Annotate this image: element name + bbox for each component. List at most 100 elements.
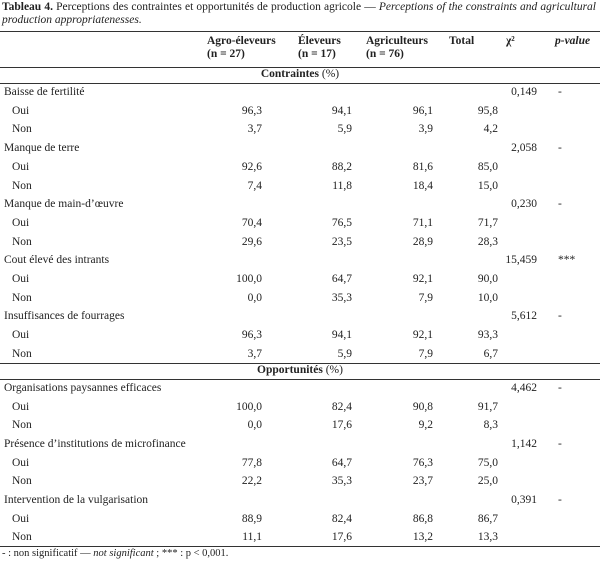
item-label: Intervention de la vulgarisation xyxy=(4,494,149,506)
cell: 76,3 xyxy=(412,456,433,469)
row-label: Oui xyxy=(12,160,30,173)
column-header: p-value xyxy=(555,35,591,47)
cell: 82,4 xyxy=(331,512,352,525)
footnote-part: ; *** : p < 0,001. xyxy=(156,548,229,560)
cell: 4,2 xyxy=(483,123,498,136)
cell: 17,6 xyxy=(331,419,352,432)
cell: 13,3 xyxy=(477,531,498,544)
cell: 28,3 xyxy=(477,235,498,248)
cell: 29,6 xyxy=(241,235,262,248)
p-value: - xyxy=(558,310,562,323)
cell: 3,9 xyxy=(418,123,433,136)
p-value: - xyxy=(558,142,562,155)
cell: 91,7 xyxy=(477,400,498,413)
p-value: - xyxy=(558,86,562,98)
cell: 23,5 xyxy=(331,235,352,248)
cell: 96,1 xyxy=(412,104,433,117)
rule xyxy=(0,31,600,32)
cell: 7,9 xyxy=(418,291,433,304)
cell: 13,2 xyxy=(412,531,433,544)
p-value: - xyxy=(558,198,562,211)
cell: 28,9 xyxy=(412,235,433,248)
cell: 8,3 xyxy=(483,419,498,432)
cell: 92,1 xyxy=(412,329,433,342)
section-name: Opportunités xyxy=(257,363,323,376)
row-label: Non xyxy=(12,531,32,544)
column-header: Total xyxy=(449,35,475,47)
p-value: - xyxy=(558,437,562,450)
section-title: Contraintes (%) xyxy=(0,67,600,81)
row-label: Non xyxy=(12,235,32,248)
footnote-part: - : non significatif — xyxy=(2,548,91,560)
cell: 94,1 xyxy=(331,104,352,117)
column-n: (n = 76) xyxy=(366,48,404,60)
cell: 10,0 xyxy=(477,291,498,304)
row-label: Non xyxy=(12,179,32,192)
cell: 92,6 xyxy=(241,160,262,173)
chi2: 1,142 xyxy=(511,437,537,450)
cell: 88,9 xyxy=(241,512,262,525)
footnote-part: not significant xyxy=(93,548,154,560)
cell: 76,5 xyxy=(331,216,352,229)
p-value: - xyxy=(558,494,562,506)
cell: 22,2 xyxy=(241,475,262,488)
row-label: Oui xyxy=(12,216,30,229)
column-n: (n = 17) xyxy=(298,48,336,60)
column-header: χ² xyxy=(506,35,515,47)
section-unit: (%) xyxy=(325,363,343,376)
cell: 93,3 xyxy=(477,329,498,342)
footnote: - : non significatif — not significant ;… xyxy=(2,547,228,561)
cell: 5,9 xyxy=(337,123,352,136)
item-label: Insuffisances de fourrages xyxy=(4,310,125,323)
cell: 64,7 xyxy=(331,273,352,285)
cell: 7,9 xyxy=(418,347,433,360)
cell: 94,1 xyxy=(331,329,352,342)
column-header: Agriculteurs xyxy=(366,35,428,47)
row-label: Oui xyxy=(12,329,30,342)
row-label: Oui xyxy=(12,273,30,285)
item-label: Manque de main-d’œuvre xyxy=(4,198,124,211)
caption: Tableau 4. Perceptions des contraintes e… xyxy=(2,1,596,27)
cell: 88,2 xyxy=(331,160,352,173)
row-label: Oui xyxy=(12,104,30,117)
cell: 90,8 xyxy=(412,400,433,413)
row-label: Oui xyxy=(12,400,30,413)
item-label: Présence d’institutions de microfinance xyxy=(4,437,186,450)
cell: 70,4 xyxy=(241,216,262,229)
chi2: 15,459 xyxy=(505,254,537,267)
column-n: (n = 27) xyxy=(207,48,245,60)
cell: 100,0 xyxy=(236,273,262,285)
cell: 71,7 xyxy=(477,216,498,229)
cell: 11,8 xyxy=(332,179,352,192)
cell: 0,0 xyxy=(247,291,262,304)
section-name: Contraintes xyxy=(260,68,319,80)
caption-label: Tableau 4. xyxy=(2,1,53,13)
item-label: Manque de terre xyxy=(4,142,80,155)
rule xyxy=(0,362,600,364)
cell: 35,3 xyxy=(331,475,352,488)
cell: 100,0 xyxy=(236,400,262,413)
row-label: Non xyxy=(12,419,32,432)
cell: 17,6 xyxy=(331,531,352,544)
cell: 0,0 xyxy=(247,419,262,432)
cell: 82,4 xyxy=(331,400,352,413)
cell: 64,7 xyxy=(331,456,352,469)
cell: 5,9 xyxy=(337,347,352,360)
cell: 81,6 xyxy=(412,160,433,173)
item-label: Organisations paysannes efficaces xyxy=(4,381,162,394)
chi2: 0,391 xyxy=(511,494,537,506)
chi2: 2,058 xyxy=(511,142,537,155)
chi2: 5,612 xyxy=(511,310,537,323)
rule xyxy=(0,83,600,84)
rule xyxy=(0,546,600,548)
cell: 3,7 xyxy=(247,123,262,136)
cell: 9,2 xyxy=(418,419,433,432)
cell: 18,4 xyxy=(412,179,433,192)
row-label: Oui xyxy=(12,456,30,469)
cell: 7,4 xyxy=(247,179,262,192)
section-unit: (%) xyxy=(321,68,340,80)
chi2: 0,149 xyxy=(511,86,537,98)
rule xyxy=(0,378,600,380)
chi2: 0,230 xyxy=(511,198,537,211)
